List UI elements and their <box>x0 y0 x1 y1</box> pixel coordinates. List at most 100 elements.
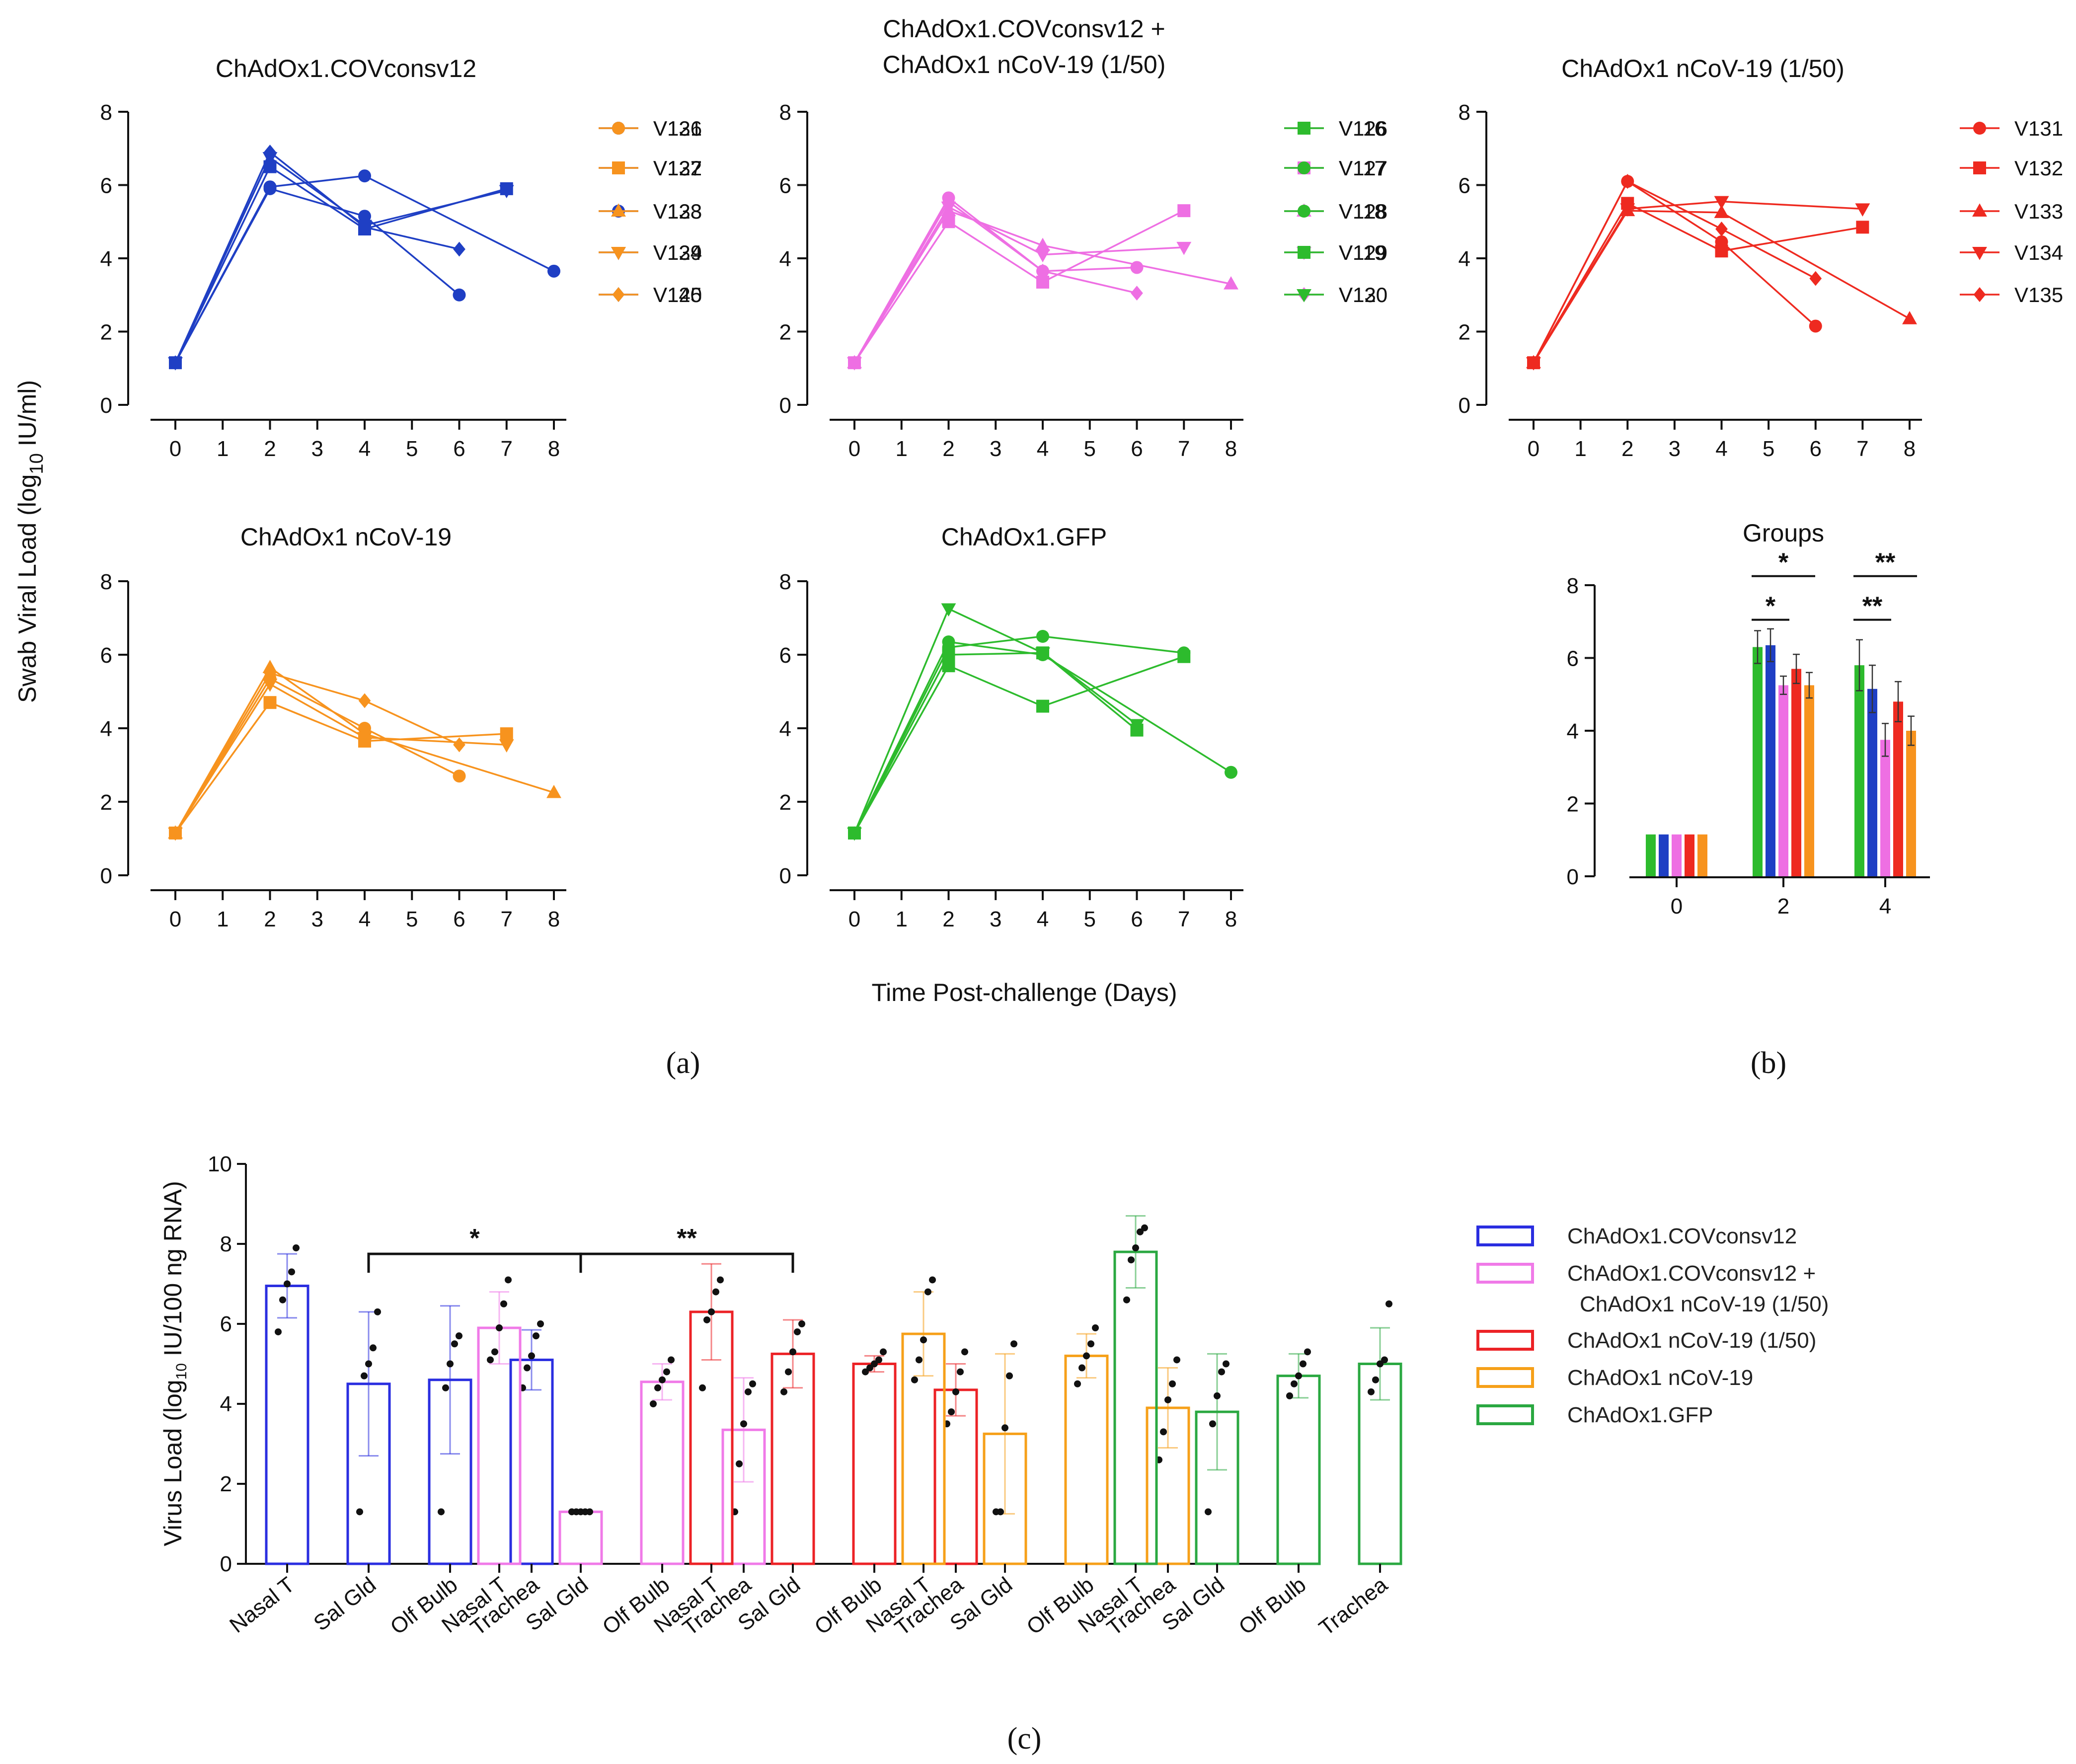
panel-title: ChAdOx1.COVconsv12 <box>216 55 476 82</box>
sample-point <box>496 1324 503 1332</box>
legend-marker <box>1297 289 1311 303</box>
significance-label: ** <box>1875 548 1896 577</box>
sample-point <box>1173 1356 1180 1364</box>
legend-marker <box>1298 205 1310 218</box>
sample-point <box>659 1376 666 1383</box>
x-tick-label: 2 <box>942 437 954 461</box>
data-point-V120 <box>847 827 862 841</box>
sample-point <box>505 1276 512 1284</box>
sample-point <box>916 1356 923 1364</box>
legend-marker <box>1973 161 1986 174</box>
series-line-V127 <box>853 210 1185 364</box>
significance-bracket <box>579 1252 794 1273</box>
legend-label: V120 <box>1339 283 1387 307</box>
legend-marker <box>611 203 626 217</box>
legend-label: V133 <box>2014 200 2063 223</box>
x-tick-label: 2 <box>942 907 954 931</box>
x-tick-label: 6 <box>1810 437 1822 461</box>
sample-point <box>699 1384 706 1391</box>
series-line-V120 <box>853 608 1138 834</box>
legend-marker <box>1972 203 1987 217</box>
data-point-V132 <box>1856 221 1869 234</box>
sample-point <box>451 1340 458 1348</box>
legend-label: ChAdOx1.GFP <box>1567 1403 1713 1427</box>
legend-label: V131 <box>2014 117 2063 140</box>
legend-marker <box>1973 287 1986 302</box>
sample-point <box>356 1508 363 1516</box>
data-point-V135 <box>1621 174 1634 189</box>
y-tick-label: 8 <box>779 100 791 125</box>
x-tick-label: 5 <box>1084 437 1096 461</box>
significance-label: ** <box>1862 592 1883 621</box>
legend-label: ChAdOx1 nCoV-19 (1/50) <box>1580 1292 1829 1316</box>
sample-point <box>957 1368 964 1376</box>
sample-point <box>712 1288 719 1296</box>
charts-layer: ChAdOx1.COVconsv12 0 2 4 6 8 0 1 2 3 4 5 6 7 8 V121 V122… <box>100 15 2064 1640</box>
legend-label: V117 <box>1339 156 1386 180</box>
sample-point <box>924 1288 931 1296</box>
sample-point <box>929 1276 936 1284</box>
series-line-V122 <box>174 165 507 363</box>
shared-x-label: Time Post-challenge (Days) <box>871 979 1177 1006</box>
sample-point <box>789 1348 796 1356</box>
sample-point <box>650 1400 657 1407</box>
sample-point <box>284 1280 291 1288</box>
legend-marker <box>612 122 625 135</box>
x-tick-label: 1 <box>217 437 229 461</box>
data-point-V140 <box>264 666 276 681</box>
y-tick-label: 8 <box>779 570 791 594</box>
sample-point <box>911 1376 918 1383</box>
panel-title: ChAdOx1.GFP <box>941 523 1107 551</box>
data-point-V140 <box>358 693 371 708</box>
y-tick-label: 8 <box>220 1232 232 1256</box>
y-tick-label: 4 <box>100 247 112 271</box>
series-line-V137 <box>174 701 507 834</box>
data-point-V128 <box>1224 276 1238 290</box>
sample-point <box>1164 1396 1171 1403</box>
y-tick-label: 0 <box>779 393 791 418</box>
data-point-V132 <box>1715 244 1728 258</box>
y-tick-label: 2 <box>1567 792 1579 817</box>
legend-label: V127 <box>1339 156 1387 180</box>
sample-point <box>524 1364 531 1372</box>
legend-label: V124 <box>653 241 702 264</box>
x-tick-label: 8 <box>1225 907 1237 931</box>
sample-point <box>279 1296 286 1304</box>
data-point-V129 <box>1176 241 1192 255</box>
sample-point <box>703 1316 710 1323</box>
data-point-V128 <box>1035 237 1050 251</box>
x-tick-label: 7 <box>501 437 513 461</box>
x-tick-label: 3 <box>990 437 1001 461</box>
x-tick-label: 0 <box>848 907 860 931</box>
y-tick-label: 2 <box>1459 320 1470 345</box>
legend-marker <box>1973 122 1986 135</box>
y-tick-label: 4 <box>100 717 112 741</box>
series-line-V132 <box>1533 202 1863 364</box>
x-tick-label: 4 <box>1037 437 1049 461</box>
x-tick-label: 2 <box>264 907 276 931</box>
bar-4-1 <box>1867 689 1877 876</box>
legend-label: V122 <box>653 156 702 180</box>
y-tick-label: 8 <box>1459 100 1470 125</box>
data-point-V121 <box>453 288 466 302</box>
data-point-V125 <box>453 241 465 257</box>
legend-label: V139 <box>653 241 702 264</box>
sample-point <box>961 1348 968 1356</box>
bar-0-2 <box>1672 834 1682 876</box>
panel-label-b: (b) <box>1751 1046 1786 1080</box>
sample-point <box>1132 1244 1139 1252</box>
data-point-V120 <box>1129 719 1145 733</box>
sample-point <box>1377 1360 1384 1368</box>
sample-point <box>1092 1324 1099 1332</box>
x-tick-label: 7 <box>501 907 513 931</box>
sample-point <box>586 1508 593 1516</box>
line-panel-a3: ChAdOx1 nCoV-19 (1/50) 0 2 4 6 8 0 1 2 3 4 5 6 7 8 V131… <box>1459 55 2064 461</box>
x-tick-label: 0 <box>848 437 860 461</box>
sample-point <box>1368 1388 1375 1395</box>
data-point-V134 <box>1620 203 1635 217</box>
data-point-V117 <box>1036 630 1049 643</box>
sample-point <box>1010 1340 1017 1348</box>
panel-title: ChAdOx1.COVconsv12 + <box>883 15 1165 43</box>
legend-label: V140 <box>653 283 702 307</box>
